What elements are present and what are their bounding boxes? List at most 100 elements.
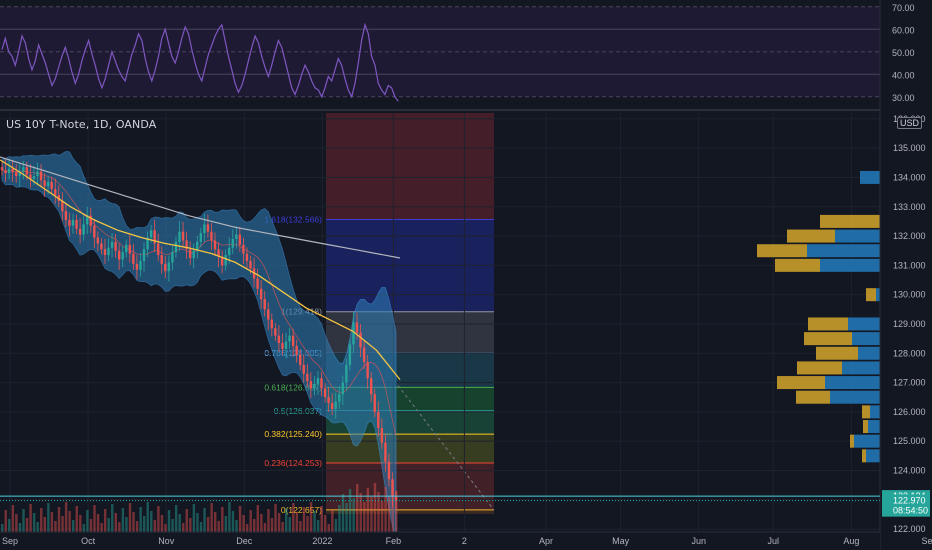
candle-body	[135, 263, 139, 270]
time-tick-label: Feb	[386, 536, 402, 546]
candle-body	[299, 354, 302, 365]
candle-body	[242, 244, 245, 254]
volume-bar	[224, 516, 228, 532]
candle-body	[352, 322, 355, 345]
volume-bar	[8, 519, 11, 532]
volume-profile-down	[868, 420, 880, 434]
candle-body	[174, 241, 178, 253]
volume-bar	[260, 514, 263, 532]
volume-bar	[164, 524, 167, 532]
candle-body	[25, 167, 29, 175]
volume-bar	[61, 516, 64, 532]
volume-bar	[50, 512, 54, 532]
volume-bar	[373, 483, 377, 532]
currency-badge[interactable]: USD	[896, 117, 922, 129]
candle-body	[334, 401, 337, 409]
volume-bar	[43, 517, 46, 532]
candle-body	[235, 234, 238, 239]
volume-bar	[316, 520, 320, 532]
price-tick-label: 133.000	[893, 202, 926, 212]
candle-body	[43, 180, 46, 187]
rsi-axis-label: 30.00	[892, 93, 915, 103]
candle-body	[22, 167, 25, 172]
volume-bar	[299, 521, 302, 532]
candle-body	[142, 249, 146, 261]
candle-body	[323, 388, 327, 398]
volume-bar	[32, 513, 36, 532]
volume-bar	[157, 506, 160, 532]
volume-bar	[387, 496, 391, 532]
candle-body	[203, 224, 206, 234]
volume-bar	[285, 508, 288, 532]
volume-bar	[25, 518, 29, 532]
time-axis[interactable]: SepOctNovDec2022Feb2AprMayJunJulAugSepOc…	[0, 531, 932, 550]
price-tick-label: 134.000	[893, 172, 926, 182]
volume-bar	[160, 515, 164, 532]
candle-body	[139, 260, 142, 270]
volume-bar	[356, 484, 359, 532]
volume-bar	[288, 517, 291, 532]
candle-body	[245, 253, 249, 261]
candle-body	[107, 247, 110, 256]
volume-bar	[345, 503, 348, 532]
candle-body	[391, 479, 394, 497]
volume-bar	[395, 491, 398, 532]
candle-body	[355, 322, 359, 333]
volume-bar	[235, 520, 238, 532]
candle-body	[146, 237, 149, 250]
volume-profile-down	[852, 332, 880, 346]
volume-bar	[18, 523, 22, 532]
rsi-line	[1, 22, 399, 102]
volume-bar	[86, 510, 89, 532]
candle-body	[306, 373, 309, 382]
volume-bar	[210, 503, 213, 532]
ma-long-line	[0, 156, 401, 259]
candle-body	[11, 168, 14, 173]
volume-bar	[54, 521, 57, 532]
candle-body	[32, 175, 36, 179]
volume-bar	[167, 510, 171, 532]
candle-body	[167, 262, 171, 272]
volume-bar	[82, 524, 86, 532]
volume-profile-up	[850, 434, 854, 448]
rsi-axis-label: 60.00	[892, 25, 915, 35]
candle-body	[288, 335, 291, 342]
volume-profile-down	[876, 288, 880, 302]
candle-body	[249, 260, 252, 269]
price-tick-label: 124.000	[893, 465, 926, 475]
candle-body	[309, 381, 313, 389]
volume-bar	[132, 512, 135, 532]
volume-profile-up	[797, 361, 842, 375]
candle-body	[270, 319, 273, 329]
price-tick-label: 125.000	[893, 436, 926, 446]
candle-body	[295, 345, 298, 355]
candle-body	[281, 343, 284, 349]
candle-body	[149, 230, 153, 238]
volume-bar	[36, 522, 39, 532]
candle-body	[178, 231, 181, 242]
candle-body	[220, 256, 224, 266]
volume-bar	[118, 522, 121, 532]
time-tick-label: Sep	[2, 536, 18, 546]
volume-profile-down	[830, 390, 880, 404]
candle-body	[185, 240, 188, 250]
volume-bar	[331, 510, 334, 532]
volume-bar	[114, 513, 117, 532]
time-tick-label: Dec	[236, 536, 253, 546]
volume-bar	[111, 504, 114, 532]
volume-bar	[15, 514, 18, 532]
volume-bar	[352, 498, 355, 532]
fib-level-label: 0(122.657)	[281, 505, 322, 515]
candle-body	[86, 215, 89, 225]
candle-body	[348, 344, 352, 365]
volume-profile-down	[848, 317, 880, 331]
volume-profile-up	[775, 258, 820, 272]
volume-profile-down	[866, 449, 880, 463]
candle-body	[277, 335, 281, 344]
rsi-axis-label: 50.00	[892, 48, 915, 58]
volume-bar	[93, 505, 96, 532]
candle-body	[68, 219, 71, 226]
candle-body	[110, 241, 114, 248]
